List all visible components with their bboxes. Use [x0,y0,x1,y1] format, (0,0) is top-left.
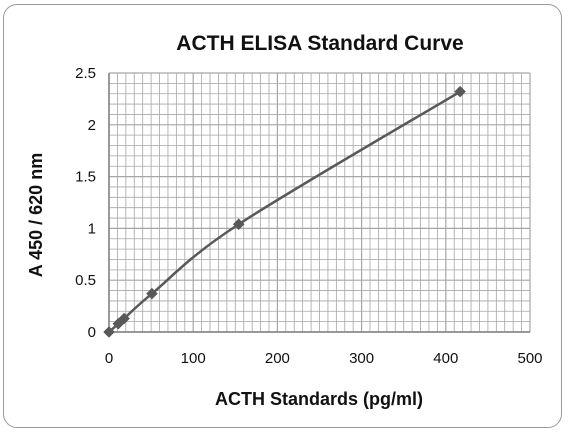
data-point [232,218,245,231]
x-tick-label: 0 [105,350,113,367]
data-point [146,287,158,300]
x-tick-labels: 0 100 200 300 400 500 [105,350,543,367]
chart-title: ACTH ELISA Standard Curve [176,32,463,55]
y-tick-labels: 0 0.5 1 1.5 2 2.5 [75,65,96,341]
y-tick-label: 1.5 [75,169,96,186]
y-tick-label: 0.5 [75,272,96,289]
chart-frame [3,4,562,428]
y-tick-label: 1 [88,220,96,237]
data-point [118,312,131,325]
grid [108,72,531,333]
x-tick-label: 400 [433,350,458,367]
x-tick-label: 500 [517,350,542,367]
y-axis-label: A 450 / 620 nm [26,153,46,277]
data-point [454,85,466,98]
y-tick-label: 0 [88,324,96,341]
x-tick-label: 100 [181,350,206,367]
axes [108,73,530,333]
x-tick-label: 200 [265,350,290,367]
x-tick-label: 300 [349,350,374,367]
series-line [108,90,461,333]
data-markers [103,85,466,338]
y-tick-label: 2 [88,117,96,134]
data-point [103,326,115,338]
x-axis-label: ACTH Standards (pg/ml) [215,389,423,409]
y-tick-label: 2.5 [75,65,96,82]
